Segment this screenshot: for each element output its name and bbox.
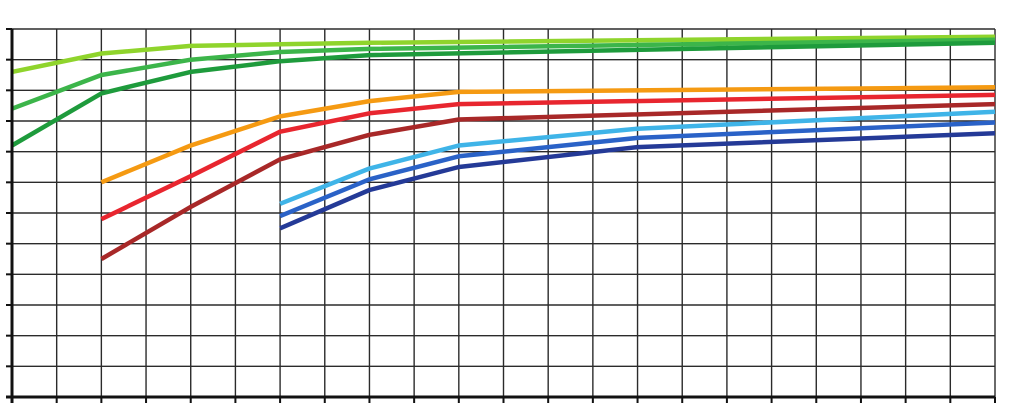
ticks	[6, 28, 996, 403]
grid	[11, 28, 996, 398]
series-line-9	[279, 131, 996, 231]
series-line-5	[100, 92, 996, 222]
series-group	[10, 34, 996, 261]
series-line-4	[100, 85, 996, 185]
series-line-1	[11, 34, 996, 75]
series-line-7	[279, 109, 996, 206]
series-line-3	[10, 40, 996, 148]
axes	[6, 29, 995, 403]
series-line-8	[279, 120, 996, 219]
series-line-2	[11, 37, 996, 111]
series-line-6	[100, 101, 996, 261]
